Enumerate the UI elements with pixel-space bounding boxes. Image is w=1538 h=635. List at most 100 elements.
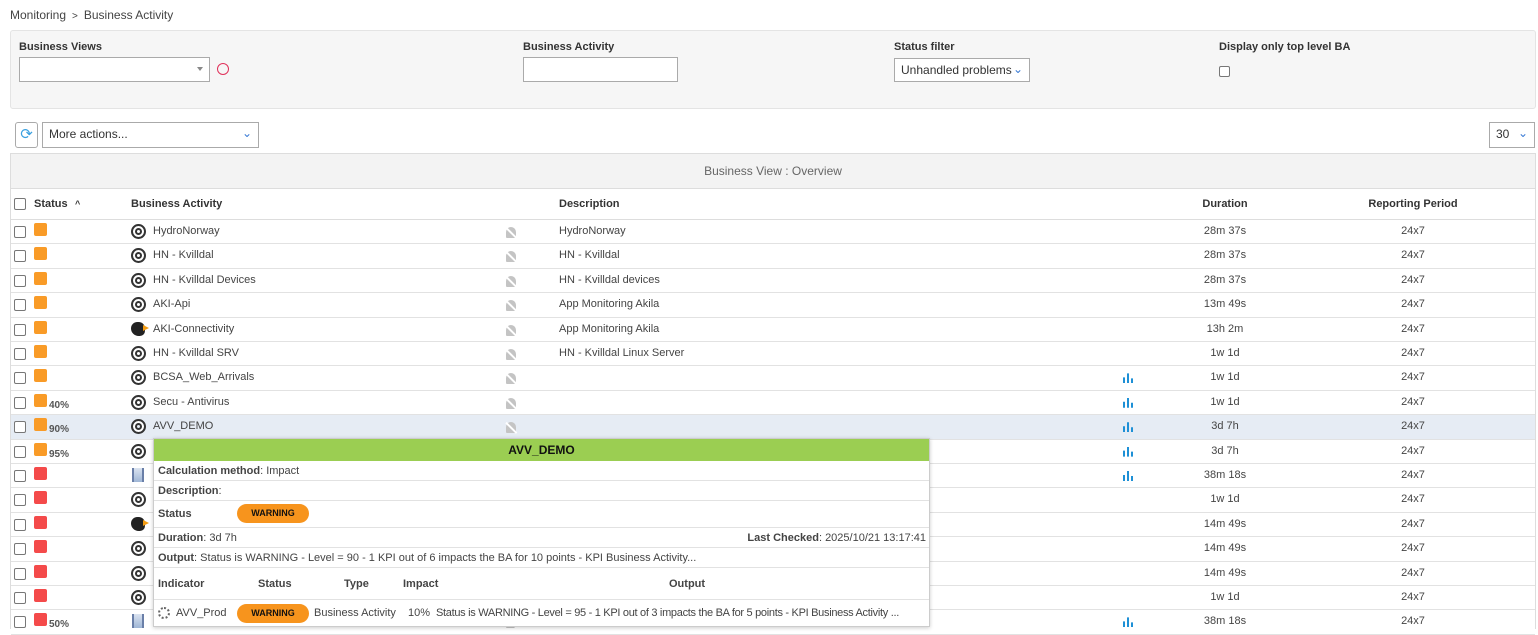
row-checkbox[interactable] xyxy=(14,421,26,434)
bar-chart-icon[interactable] xyxy=(1123,397,1135,408)
notifications-off-icon[interactable] xyxy=(506,373,516,385)
notifications-off-icon[interactable] xyxy=(506,397,516,409)
ba-duration: 14m 49s xyxy=(1203,517,1247,530)
status-critical-indicator xyxy=(34,540,47,554)
status-warning-indicator xyxy=(34,393,47,407)
sort-asc-icon[interactable]: ^ xyxy=(75,199,81,209)
table-row[interactable]: HydroNorway HydroNorway 28m 37s 24x7 xyxy=(11,220,1535,245)
notifications-off-icon[interactable] xyxy=(506,251,516,263)
notifications-off-icon[interactable] xyxy=(506,275,516,287)
notifications-off-icon[interactable] xyxy=(506,227,516,238)
more-actions-select[interactable]: More actions... ⌄ xyxy=(42,122,259,148)
status-label: Status xyxy=(158,508,192,520)
ba-reporting-period: 24x7 xyxy=(1401,542,1425,555)
ba-description: HN - Kvilldal devices xyxy=(559,273,660,286)
ba-duration: 1w 1d xyxy=(1210,591,1240,603)
status-percent: 40% xyxy=(49,399,70,411)
header-description[interactable]: Description xyxy=(559,198,620,210)
table-row[interactable]: HN - Kvilldal Devices HN - Kvilldal devic… xyxy=(11,269,1535,294)
target-icon xyxy=(131,248,146,264)
header-status[interactable]: Status xyxy=(34,198,68,210)
last-checked-label: Last Checked xyxy=(747,532,819,544)
header-reporting-period[interactable]: Reporting Period xyxy=(1368,198,1458,210)
select-all-checkbox[interactable] xyxy=(14,198,26,210)
row-checkbox[interactable] xyxy=(14,567,26,580)
table-row[interactable]: AKI-Api App Monitoring Akila 13m 49s 24x7 xyxy=(11,293,1535,318)
col-impact: Impact xyxy=(403,578,439,590)
ba-duration: 1w 1d xyxy=(1210,371,1240,384)
calc-label: Calculation method xyxy=(158,465,261,477)
page-size-select[interactable]: 30 ⌄ xyxy=(1489,122,1535,148)
table-row[interactable]: BCSA_Web_Arrivals 1w 1d 24x7 xyxy=(11,366,1535,391)
row-checkbox[interactable] xyxy=(14,299,26,312)
top-level-checkbox[interactable] xyxy=(1219,66,1230,77)
table-row[interactable]: AKI-Connectivity App Monitoring Akila 13h … xyxy=(11,318,1535,342)
ba-reporting-period: 24x7 xyxy=(1401,322,1425,335)
business-views-label: Business Views xyxy=(19,41,102,53)
table-row[interactable]: 90% AVV_DEMO 3d 7h 24x7 xyxy=(11,415,1535,440)
status-critical-indicator xyxy=(34,467,47,480)
table-row[interactable]: HN - Kvilldal HN - Kvilldal 28m 37s 24x7 xyxy=(11,244,1535,269)
ba-name-link[interactable]: AKI-Api xyxy=(153,298,191,311)
ba-duration: 28m 37s xyxy=(1203,249,1247,262)
ba-duration: 28m 37s xyxy=(1203,273,1247,286)
notifications-off-icon[interactable] xyxy=(506,349,516,360)
ba-reporting-period: 24x7 xyxy=(1401,347,1425,359)
row-checkbox[interactable] xyxy=(14,348,26,360)
ba-name-link[interactable]: AKI-Connectivity xyxy=(153,322,235,335)
status-filter-select[interactable]: Unhandled problems ⌄ xyxy=(894,58,1030,82)
ba-description: HN - Kvilldal Linux Server xyxy=(559,347,685,359)
ba-name-link[interactable]: HN - Kvilldal Devices xyxy=(153,273,256,286)
table-header: Status ^ Business Activity Description D… xyxy=(11,190,1535,220)
row-checkbox[interactable] xyxy=(14,250,26,263)
header-business-activity[interactable]: Business Activity xyxy=(131,198,223,210)
row-checkbox[interactable] xyxy=(14,323,26,336)
bar-chart-icon[interactable] xyxy=(1123,617,1135,628)
ba-reporting-period: 24x7 xyxy=(1401,298,1425,311)
bar-chart-icon[interactable] xyxy=(1123,471,1135,481)
ba-reporting-period: 24x7 xyxy=(1401,591,1425,603)
header-duration[interactable]: Duration xyxy=(1202,198,1248,210)
ba-name-link[interactable]: HN - Kvilldal SRV xyxy=(153,347,239,359)
bar-chart-icon[interactable] xyxy=(1123,373,1135,384)
ba-name-link[interactable]: BCSA_Web_Arrivals xyxy=(153,371,255,384)
notifications-off-icon[interactable] xyxy=(506,324,516,336)
ba-name-link[interactable]: AVV_DEMO xyxy=(153,420,214,433)
bar-chart-icon[interactable] xyxy=(1123,446,1135,457)
row-checkbox[interactable] xyxy=(14,445,26,458)
table-row[interactable]: 40% Secu - Antivirus 1w 1d 24x7 xyxy=(11,391,1535,416)
row-checkbox[interactable] xyxy=(14,274,26,287)
row-checkbox[interactable] xyxy=(14,592,26,604)
row-checkbox[interactable] xyxy=(14,616,26,629)
description-label: Description xyxy=(158,485,219,497)
target-icon xyxy=(131,224,146,239)
business-views-select[interactable] xyxy=(19,57,210,82)
output-label: Output xyxy=(158,552,195,564)
row-checkbox[interactable] xyxy=(14,543,26,556)
ba-name-link[interactable]: HN - Kvilldal xyxy=(153,249,214,262)
clear-icon[interactable] xyxy=(217,63,229,75)
bar-chart-icon[interactable] xyxy=(1123,422,1135,433)
target-icon xyxy=(131,297,146,313)
notifications-off-icon[interactable] xyxy=(506,300,516,312)
row-checkbox[interactable] xyxy=(14,226,26,238)
refresh-button[interactable]: ⟳ xyxy=(15,122,38,148)
row-checkbox[interactable] xyxy=(14,494,26,507)
indicator-name[interactable]: AVV_Prod xyxy=(176,607,227,619)
breadcrumb-monitoring[interactable]: Monitoring xyxy=(10,8,67,22)
ba-duration: 1w 1d xyxy=(1210,347,1240,359)
row-checkbox[interactable] xyxy=(14,518,26,531)
ba-reporting-period: 24x7 xyxy=(1401,566,1425,579)
table-row[interactable]: HN - Kvilldal SRV HN - Kvilldal Linux Ser… xyxy=(11,342,1535,367)
row-checkbox[interactable] xyxy=(14,396,26,409)
row-checkbox[interactable] xyxy=(14,470,26,482)
chevron-down-icon: ⌄ xyxy=(1517,126,1528,140)
notifications-off-icon[interactable] xyxy=(506,422,516,434)
chevron-down-icon: ⌄ xyxy=(1012,62,1023,76)
target-icon xyxy=(131,565,146,581)
business-activity-input[interactable] xyxy=(523,57,678,82)
ba-name-link[interactable]: HydroNorway xyxy=(153,225,220,237)
row-checkbox[interactable] xyxy=(14,372,26,385)
ba-name-link[interactable]: Secu - Antivirus xyxy=(153,395,230,408)
target-icon xyxy=(131,346,146,361)
